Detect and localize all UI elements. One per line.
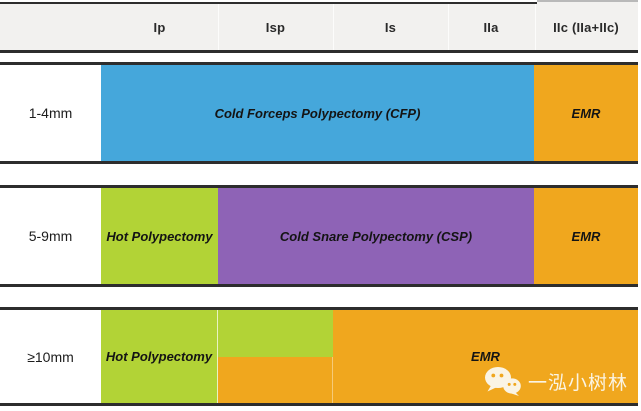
cell-csp: Cold Snare Polypectomy (CSP) bbox=[218, 188, 534, 284]
wechat-icon bbox=[484, 367, 521, 396]
row-label: 5-9mm bbox=[0, 188, 101, 284]
header-bottom-border bbox=[0, 50, 638, 53]
cell-emr: EMR bbox=[534, 188, 638, 284]
watermark: 一泓小树林 bbox=[484, 366, 628, 396]
header-background-iic bbox=[537, 2, 638, 50]
header-separator bbox=[535, 4, 536, 50]
column-header-iic: IIc (IIa+IIc) bbox=[553, 19, 619, 35]
table-row-5-9mm: 5-9mm Hot Polypectomy Cold Snare Polypec… bbox=[0, 185, 638, 287]
header-top-border bbox=[0, 2, 537, 4]
watermark-text: 一泓小树林 bbox=[527, 372, 628, 394]
table-row-10mm-plus: ≥10mm Hot Polypectomy EMR 一泓小树林 bbox=[0, 307, 638, 406]
header-top-border-right bbox=[537, 0, 638, 2]
table-row-1-4mm: 1-4mm Cold Forceps Polypectomy (CFP) EMR bbox=[0, 62, 638, 164]
column-header-is: Is bbox=[384, 19, 397, 35]
header-separator bbox=[218, 4, 219, 50]
column-header-iia: IIa bbox=[483, 19, 499, 35]
header-separator bbox=[448, 4, 449, 50]
cell-hot-polypectomy: Hot Polypectomy bbox=[101, 310, 218, 403]
split-green-half bbox=[218, 310, 333, 358]
cell-split-hot-or-emr bbox=[218, 310, 333, 403]
split-orange-half bbox=[218, 357, 333, 403]
column-header-ip: Ip bbox=[153, 19, 166, 35]
header-background bbox=[0, 4, 537, 50]
cell-emr: EMR bbox=[534, 65, 638, 161]
column-header-isp: Isp bbox=[265, 19, 286, 35]
header-separator bbox=[333, 4, 334, 50]
cell-emr: EMR bbox=[333, 310, 638, 403]
cell-hot-polypectomy: Hot Polypectomy bbox=[101, 188, 219, 284]
row-label: 1-4mm bbox=[0, 65, 101, 161]
row-label: ≥10mm bbox=[0, 310, 101, 403]
cell-cfp: Cold Forceps Polypectomy (CFP) bbox=[101, 65, 534, 161]
